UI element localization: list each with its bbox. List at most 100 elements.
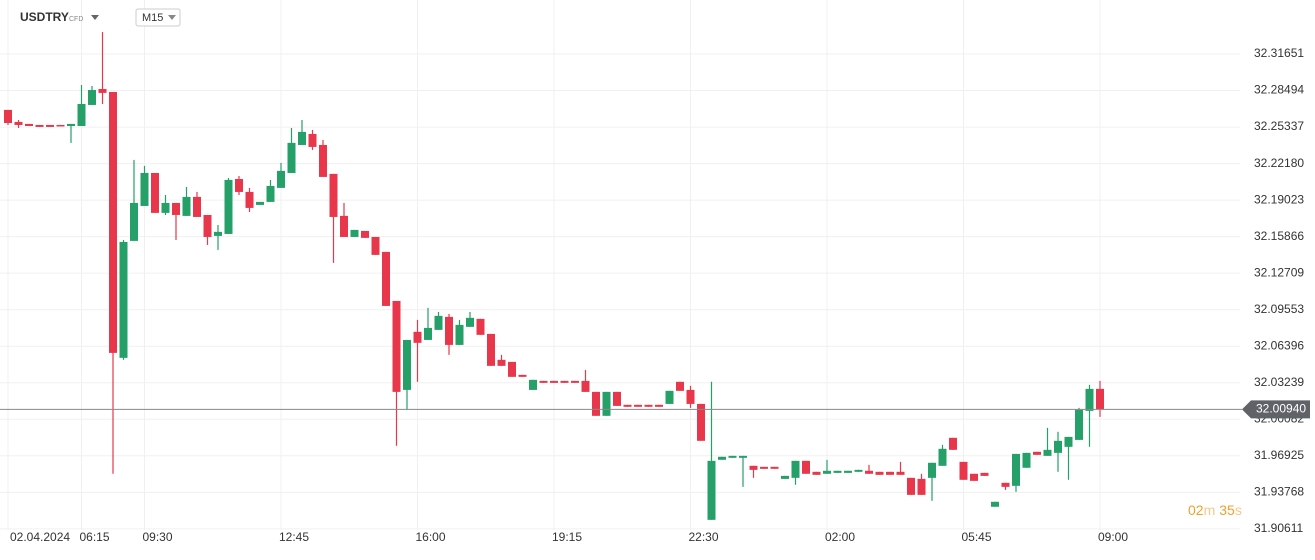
candle-body bbox=[938, 448, 947, 466]
countdown-minutes: 02 bbox=[1188, 502, 1204, 518]
candle-body bbox=[298, 131, 306, 145]
candle-body bbox=[392, 300, 401, 392]
symbol[interactable]: USDTRY bbox=[20, 10, 69, 24]
candle-body bbox=[602, 391, 611, 416]
candle-body bbox=[581, 380, 590, 392]
x-tick-label: 22:30 bbox=[689, 530, 719, 544]
countdown-seconds-unit: s bbox=[1235, 502, 1242, 518]
candle-body bbox=[550, 380, 558, 383]
candle-body bbox=[760, 466, 768, 469]
x-tick-label: 06:15 bbox=[80, 530, 110, 544]
candle-body bbox=[707, 460, 716, 520]
candle-body bbox=[875, 471, 884, 475]
candle-body bbox=[466, 317, 474, 327]
candle-body bbox=[928, 462, 936, 478]
candle-body bbox=[991, 501, 999, 507]
candle-body bbox=[865, 470, 873, 474]
candle-body bbox=[1043, 449, 1052, 456]
candle-body bbox=[77, 104, 86, 126]
x-tick-label: 16:00 bbox=[416, 530, 446, 544]
x-tick-label: 02.04.2024 bbox=[10, 530, 70, 544]
candle-body bbox=[844, 470, 852, 473]
candle-body bbox=[245, 191, 254, 208]
candle-body bbox=[1001, 482, 1010, 487]
candle-body bbox=[1064, 436, 1073, 447]
y-tick-label: 31.96925 bbox=[1254, 448, 1304, 462]
y-tick-label: 32.06396 bbox=[1254, 338, 1304, 352]
symbol-dropdown[interactable] bbox=[91, 15, 99, 20]
candle-body bbox=[917, 478, 926, 495]
candle-body bbox=[434, 315, 443, 330]
current-price-label: 32.00940 bbox=[1256, 402, 1306, 416]
candle-body bbox=[739, 455, 747, 458]
candle-body bbox=[4, 109, 12, 123]
candle-body bbox=[1054, 440, 1062, 453]
y-tick-label: 32.22180 bbox=[1254, 156, 1304, 170]
y-tick-label: 32.15866 bbox=[1254, 229, 1304, 243]
candle-body bbox=[823, 470, 831, 474]
y-tick-label: 31.93768 bbox=[1254, 485, 1304, 499]
candle-body bbox=[287, 142, 296, 173]
candle-body bbox=[665, 390, 674, 404]
timeframe-box[interactable] bbox=[135, 8, 181, 27]
candle-body bbox=[560, 380, 569, 383]
candle-body bbox=[109, 91, 117, 353]
candle-body bbox=[140, 172, 149, 206]
candle-body bbox=[1012, 453, 1020, 486]
instrument-type: CFD bbox=[69, 16, 83, 23]
countdown: 02m 35s bbox=[1188, 502, 1242, 518]
candle-body bbox=[151, 172, 159, 213]
candle-body bbox=[476, 318, 485, 335]
candle-body bbox=[235, 178, 243, 192]
candle-body bbox=[1085, 388, 1094, 411]
x-tick-label: 09:00 bbox=[1098, 530, 1128, 544]
candle-body bbox=[266, 185, 275, 202]
y-tick-label: 32.03239 bbox=[1254, 375, 1304, 389]
candle-body bbox=[812, 471, 821, 475]
candle-body bbox=[854, 469, 863, 472]
countdown-minutes-unit: m bbox=[1204, 502, 1216, 518]
candle-body bbox=[161, 202, 170, 213]
candle-body bbox=[655, 404, 663, 407]
candle-body bbox=[970, 473, 978, 481]
candle-body bbox=[508, 361, 516, 377]
timeframe[interactable]: M15 bbox=[142, 12, 163, 24]
candle-body bbox=[35, 124, 44, 127]
candle-body bbox=[308, 133, 317, 147]
candle-body bbox=[14, 121, 23, 125]
timeframe-dropdown[interactable] bbox=[168, 15, 176, 20]
candle-body bbox=[781, 475, 789, 479]
candle-body bbox=[959, 461, 968, 480]
candle-body bbox=[487, 333, 495, 366]
candle-body bbox=[340, 215, 348, 237]
x-tick-label: 12:45 bbox=[279, 530, 309, 544]
candle-body bbox=[130, 202, 138, 241]
candle-body bbox=[88, 90, 96, 105]
candle-body bbox=[770, 466, 779, 469]
candle-body bbox=[214, 231, 222, 236]
candle-body bbox=[224, 179, 233, 234]
candle-body bbox=[1022, 452, 1031, 468]
candle-body bbox=[424, 327, 432, 340]
candle-body bbox=[980, 472, 989, 476]
candle-body bbox=[25, 123, 33, 126]
candle-body bbox=[896, 471, 905, 475]
countdown-seconds: 35 bbox=[1219, 502, 1235, 518]
x-tick-label: 09:30 bbox=[143, 530, 173, 544]
x-tick-label: 19:15 bbox=[552, 530, 582, 544]
candle-body bbox=[613, 391, 621, 406]
x-tick-label: 05:45 bbox=[962, 530, 992, 544]
candle-body bbox=[172, 202, 180, 215]
candle-body bbox=[1075, 409, 1083, 440]
candle-body bbox=[634, 404, 642, 407]
y-tick-label: 32.09553 bbox=[1254, 302, 1304, 316]
candle-body bbox=[193, 196, 201, 217]
candle-body bbox=[371, 236, 380, 255]
candle-body bbox=[455, 324, 464, 345]
candle-body bbox=[256, 201, 264, 205]
candle-body bbox=[413, 331, 422, 343]
candle-body bbox=[67, 123, 75, 126]
candle-body bbox=[886, 471, 894, 475]
